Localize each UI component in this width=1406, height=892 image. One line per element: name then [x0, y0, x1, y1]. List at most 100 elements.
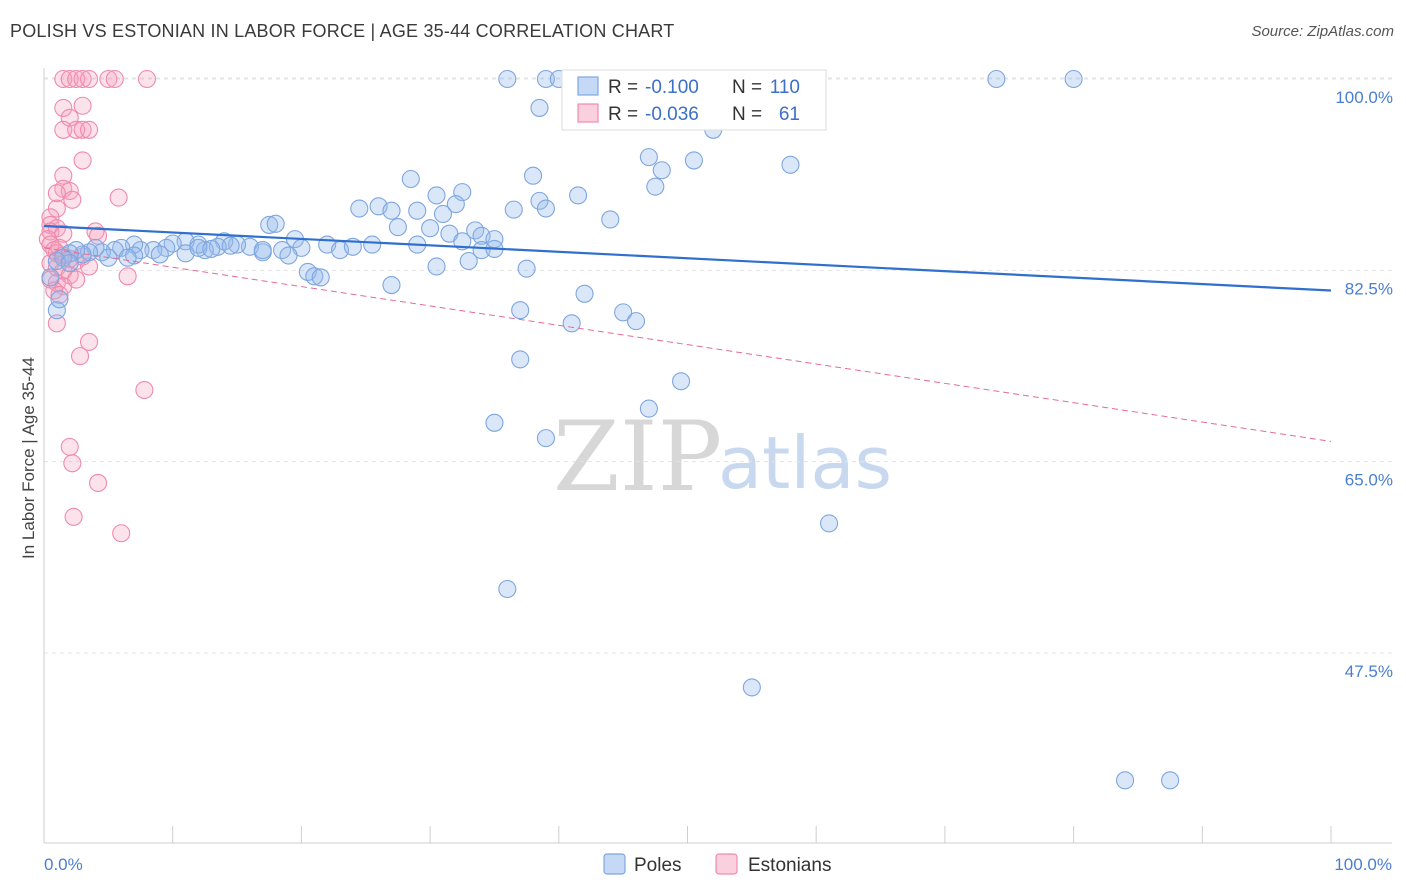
- y-tick-label: 82.5%: [1345, 279, 1393, 298]
- poles-point: [530, 191, 549, 210]
- poles-point: [498, 579, 517, 599]
- y-tick-labels: 100.0% 82.5% 65.0% 47.5%: [1335, 88, 1393, 681]
- estonians-point: [135, 380, 154, 400]
- x-ticks: [43, 826, 1332, 843]
- y-tick-label: 47.5%: [1345, 662, 1393, 681]
- poles-point: [118, 248, 137, 267]
- estonians-point: [63, 454, 82, 473]
- axes: [43, 68, 1392, 844]
- poles-point: [536, 429, 555, 448]
- estonians-point: [137, 69, 157, 89]
- y-tick-label: 100.0%: [1335, 88, 1393, 107]
- poles-point: [401, 169, 420, 189]
- trend-line-poles: [43, 224, 1332, 292]
- legend-r-label-estonians: R =: [608, 104, 638, 125]
- poles-point: [266, 214, 285, 233]
- poles-point: [601, 210, 620, 229]
- estonians-point: [54, 98, 73, 117]
- estonians-point: [73, 151, 92, 170]
- poles-point: [472, 241, 491, 260]
- poles-point: [253, 241, 272, 260]
- poles-point: [536, 69, 555, 89]
- poles-point: [50, 290, 69, 309]
- poles-point: [569, 186, 588, 205]
- poles-point: [517, 259, 536, 278]
- poles-point: [202, 239, 221, 259]
- poles-point: [684, 151, 703, 170]
- poles-point: [382, 201, 401, 220]
- estonians-point: [73, 69, 92, 89]
- poles-point: [363, 235, 382, 254]
- x-tick-label-left: 0.0%: [44, 855, 83, 874]
- poles-point: [639, 399, 658, 418]
- trend-lines: [43, 224, 1332, 442]
- bottom-legend-label-estonians: Estonians: [748, 855, 831, 876]
- poles-point: [388, 218, 407, 237]
- x-tick-label-right: 100.0%: [1334, 855, 1392, 874]
- estonians-point: [118, 267, 137, 286]
- estonians-point: [54, 69, 73, 89]
- estonians-point: [89, 473, 108, 492]
- poles-point: [562, 314, 581, 333]
- poles-point: [781, 155, 800, 174]
- estonians-point: [99, 69, 118, 89]
- legend-n-label-poles: N =: [732, 77, 762, 98]
- bottom-legend-label-poles: Poles: [634, 855, 682, 876]
- poles-point: [639, 148, 658, 167]
- poles-point: [382, 276, 401, 295]
- estonians-point: [60, 69, 79, 89]
- legend-r-label-poles: R =: [608, 77, 638, 98]
- legend-n-value-poles: 110: [770, 77, 800, 98]
- estonians-point: [112, 524, 131, 543]
- poles-point: [524, 166, 543, 185]
- poles-point: [485, 413, 504, 432]
- estonians-point: [47, 314, 66, 333]
- poles-point: [1064, 69, 1083, 89]
- poles-point: [60, 254, 79, 273]
- legend-swatch-poles: [577, 76, 599, 96]
- poles-point: [646, 177, 665, 196]
- estonians-point: [79, 332, 99, 351]
- estonians-point: [67, 120, 86, 139]
- stats-legend: R = -0.100 N = 110 R = -0.036 N = 61: [561, 69, 827, 131]
- poles-point: [536, 199, 555, 218]
- poles-point: [427, 257, 446, 276]
- poles-point: [446, 195, 465, 214]
- estonians-point: [60, 437, 79, 456]
- legend-r-value-poles: -0.100: [645, 77, 699, 98]
- poles-point: [305, 267, 324, 286]
- poles-point: [221, 236, 240, 255]
- poles-point: [742, 678, 761, 697]
- estonians-point: [63, 190, 82, 209]
- poles-point: [311, 268, 330, 287]
- poles-point: [820, 514, 839, 533]
- y-axis-label: In Labor Force | Age 35-44: [19, 357, 38, 559]
- poles-point: [47, 301, 66, 320]
- poles-point: [459, 251, 478, 271]
- poles-point: [1161, 771, 1180, 790]
- trend-line-estonians: [43, 247, 1332, 442]
- poles-point: [427, 186, 446, 205]
- estonians-point: [70, 347, 90, 366]
- poles-point: [511, 350, 530, 369]
- legend-swatch-estonians: [577, 103, 599, 123]
- poles-point: [189, 238, 208, 257]
- poles-point: [421, 219, 440, 238]
- y-tick-label: 65.0%: [1345, 471, 1393, 490]
- estonians-point: [50, 285, 69, 304]
- estonians-point: [54, 166, 73, 185]
- poles-point: [672, 372, 691, 391]
- poles-point: [614, 303, 633, 322]
- estonians-point: [54, 120, 73, 139]
- poles-point: [504, 200, 523, 219]
- estonians-point: [79, 69, 99, 89]
- bottom-legend-swatch-estonians: [715, 853, 738, 875]
- estonians-point: [67, 69, 86, 89]
- legend-n-value-estonians: 61: [779, 104, 800, 125]
- poles-point: [433, 204, 453, 224]
- stats-legend-box: [561, 69, 827, 131]
- estonians-point: [67, 270, 86, 289]
- poles-point: [498, 69, 517, 89]
- poles-point: [530, 98, 549, 117]
